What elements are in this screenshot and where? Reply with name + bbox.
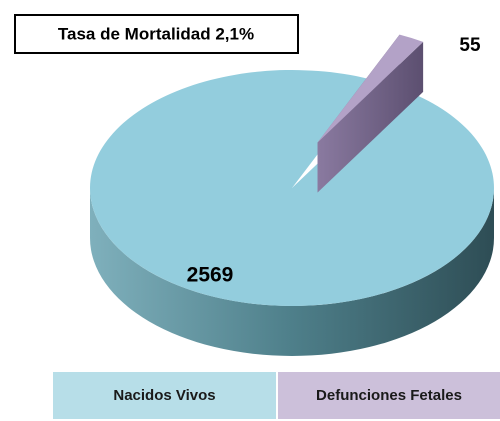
data-label: 2569 (187, 264, 234, 287)
pie-side (90, 188, 494, 356)
pie-wall (317, 41, 424, 193)
legend-label: Defunciones Fetales (316, 387, 462, 404)
legend-swatch (278, 372, 500, 419)
pie-slice (89, 69, 494, 306)
legend: Nacidos Vivos Defunciones Fetales (53, 372, 500, 419)
data-label: 55 (459, 35, 481, 56)
pie (89, 34, 494, 356)
legend-swatch (53, 372, 276, 419)
title-box (14, 14, 299, 54)
chart-title: Tasa de Mortalidad 2,1% (58, 24, 254, 43)
pie-slice (317, 34, 424, 143)
legend-label: Nacidos Vivos (113, 387, 215, 404)
